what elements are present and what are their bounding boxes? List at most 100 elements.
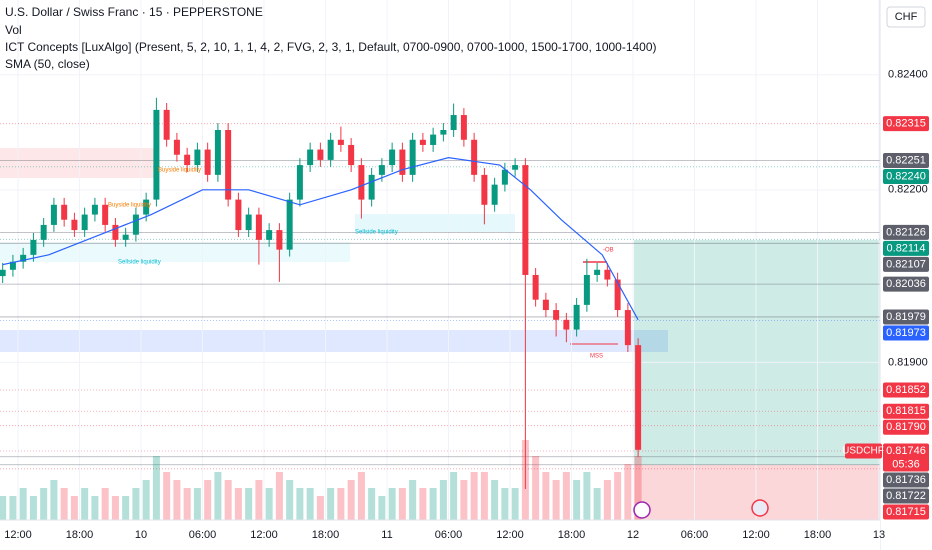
volume-bar	[501, 488, 509, 520]
price-tag-label: 0.81722	[886, 490, 926, 502]
volume-bar	[439, 480, 447, 520]
volume-bar	[142, 480, 150, 520]
volume-bar	[9, 496, 17, 520]
price-tag	[883, 256, 929, 272]
volume-bar	[316, 496, 324, 520]
price-tag-label: 0.81979	[886, 311, 926, 323]
candle-body	[337, 139, 344, 145]
x-tick-label: 12:00	[742, 529, 770, 541]
countdown: 05:36	[892, 458, 920, 470]
candle-body	[255, 214, 262, 240]
price-tag	[883, 472, 929, 488]
price-tag	[883, 168, 929, 184]
volume-bar	[573, 480, 581, 520]
candle-body	[91, 204, 98, 215]
volume-bar	[132, 488, 140, 520]
x-tick-label: 12:00	[250, 529, 278, 541]
volume-bar	[70, 496, 78, 520]
candle-body	[307, 149, 314, 166]
x-tick-label: 06:00	[681, 529, 709, 541]
symbol-tag	[845, 443, 882, 459]
price-tag-label: 0.81790	[886, 421, 926, 433]
volume-bar	[265, 488, 273, 520]
candle-body	[573, 304, 580, 330]
volume-bar	[419, 488, 427, 520]
x-tick-label: 13	[873, 529, 885, 541]
price-tag-label: 0.82251	[886, 154, 926, 166]
candle-body	[122, 234, 129, 240]
price-tag-label: 0.82240	[886, 170, 926, 182]
liquidity-zone	[355, 214, 515, 232]
candle-body	[71, 219, 78, 231]
candle-body	[358, 165, 365, 200]
candle-body	[348, 144, 355, 166]
volume-bar	[204, 480, 212, 520]
volume-bar	[0, 496, 7, 520]
volume-bar	[101, 488, 109, 520]
price-tag-label: 0.81736	[886, 474, 926, 486]
volume-bar	[603, 480, 611, 520]
y-tick-label: 0.81900	[888, 356, 928, 368]
x-tick-label: 10	[135, 529, 147, 541]
price-tag	[883, 276, 929, 292]
candle-body	[512, 165, 519, 170]
candle-body	[635, 345, 642, 450]
price-tag-label: 0.82315	[886, 118, 926, 130]
candle-body	[532, 274, 539, 300]
price-tag	[883, 443, 929, 472]
volume-bar	[511, 488, 519, 520]
liquidity-zone	[0, 242, 350, 262]
price-tag	[883, 309, 929, 325]
volume-bar	[275, 472, 283, 520]
candle-body	[132, 214, 139, 235]
price-tag	[883, 504, 929, 520]
price-tag	[883, 403, 929, 419]
candle-body	[471, 139, 478, 175]
price-tag-label: 0.82126	[886, 226, 926, 238]
volume-bar	[388, 488, 396, 520]
candle-body	[460, 115, 467, 140]
indicator: Vol	[5, 23, 22, 37]
event-icon[interactable]	[633, 501, 651, 519]
candle-body	[9, 261, 16, 270]
annotation: Sellside liquidity	[355, 230, 398, 236]
price-tag-label: 0.81815	[886, 405, 926, 417]
price-tag	[883, 488, 929, 504]
indicator: SMA (50, close)	[5, 57, 90, 71]
candle-body	[266, 230, 273, 240]
volume-bar	[450, 472, 458, 520]
candle-body	[153, 109, 160, 200]
x-tick-label: 12	[627, 529, 639, 541]
annotation: -OB	[603, 248, 614, 254]
y-tick-label: 0.82400	[888, 69, 928, 81]
event-icon[interactable]	[751, 499, 769, 517]
volume-bar	[306, 488, 314, 520]
price-tag-label: 0.82107	[886, 258, 926, 270]
candle-body	[614, 279, 621, 311]
candle-body	[225, 130, 232, 200]
candle-body	[481, 174, 488, 205]
currency-box[interactable]	[886, 6, 926, 28]
volume-bar	[173, 480, 181, 520]
candle-body	[214, 130, 221, 175]
candle-body	[450, 115, 457, 130]
volume-bar	[111, 496, 119, 520]
x-tick-label: 06:00	[189, 529, 217, 541]
price-tag	[883, 325, 929, 341]
symbol: USDCHF	[842, 446, 884, 457]
volume-bar	[593, 488, 601, 520]
candle-body	[317, 149, 324, 160]
volume-bar	[532, 456, 540, 520]
annotation: MSS	[590, 354, 603, 360]
time-axis	[0, 520, 880, 550]
volume-bar	[122, 496, 130, 520]
volume-bar	[234, 488, 242, 520]
candle-body	[30, 239, 37, 255]
price-tag	[883, 152, 929, 168]
candle-body	[194, 149, 201, 166]
volume-bar	[562, 472, 570, 520]
volume-bar	[163, 472, 171, 520]
x-tick-label: 11	[381, 529, 392, 541]
candle-body	[440, 130, 447, 135]
